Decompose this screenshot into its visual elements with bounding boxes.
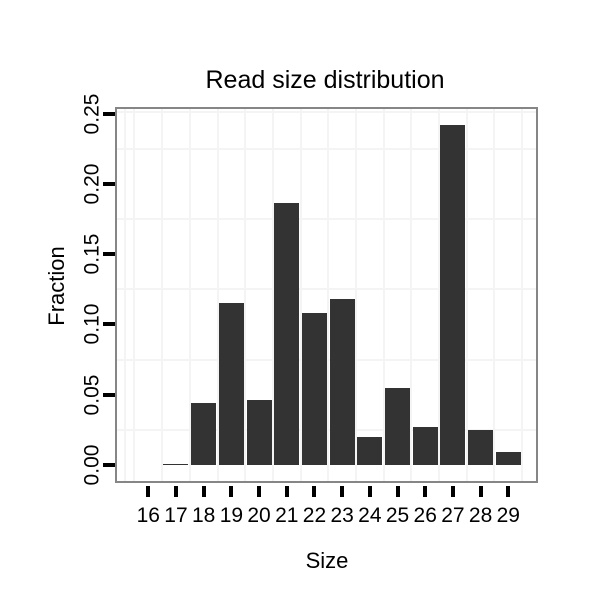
gridline-horizontal [117, 147, 536, 150]
x-tick-label-19: 19 [219, 504, 244, 527]
x-tick-label-20: 20 [247, 504, 271, 527]
bar-18 [191, 403, 217, 465]
y-tick-0.20 [103, 181, 115, 186]
y-tick-label-0.05: 0.05 [80, 374, 104, 416]
gridline-vertical [299, 109, 302, 481]
x-tick-17 [173, 486, 178, 497]
bar-20 [246, 400, 272, 465]
x-tick-label-24: 24 [358, 504, 382, 527]
y-tick-label-0.15: 0.15 [80, 233, 104, 275]
bar-25 [385, 387, 411, 465]
x-tick-label-23: 23 [330, 504, 354, 527]
bar-28 [468, 429, 494, 465]
x-tick-18 [201, 486, 206, 497]
bar-29 [495, 452, 521, 465]
chart-title: Read size distribution [205, 66, 445, 94]
x-tick-label-28: 28 [468, 504, 493, 527]
gridline-vertical [271, 109, 274, 481]
y-tick-label-0.00: 0.00 [80, 444, 104, 486]
gridline-vertical [493, 109, 496, 481]
x-tick-label-16: 16 [136, 504, 160, 527]
gridline-horizontal [117, 288, 536, 291]
y-tick-0.15 [103, 252, 115, 257]
gridline-horizontal [117, 217, 536, 220]
gridline-vertical [216, 109, 219, 481]
x-tick-28 [478, 486, 483, 497]
y-tick-0.05 [103, 392, 115, 397]
x-tick-29 [506, 486, 511, 497]
y-tick-label-0.25: 0.25 [80, 93, 104, 134]
y-tick-label-0.20: 0.20 [80, 163, 104, 205]
bar-23 [329, 299, 355, 465]
x-tick-24 [367, 486, 372, 497]
x-tick-19 [229, 486, 234, 497]
x-tick-16 [146, 486, 151, 497]
bar-21 [274, 203, 300, 465]
y-tick-0.10 [103, 322, 115, 327]
x-tick-22 [312, 486, 317, 497]
x-tick-25 [395, 486, 400, 497]
x-tick-label-22: 22 [302, 504, 327, 527]
bar-24 [357, 436, 383, 465]
gridline-vertical [410, 109, 413, 481]
x-tick-label-21: 21 [275, 504, 299, 527]
y-tick-label-0.10: 0.10 [80, 303, 104, 345]
bar-19 [218, 303, 244, 465]
x-tick-26 [423, 486, 428, 497]
gridline-vertical [465, 109, 468, 481]
bar-26 [412, 427, 438, 465]
y-tick-0.25 [103, 111, 115, 116]
x-tick-label-18: 18 [191, 504, 216, 527]
gridline-vertical [244, 109, 247, 481]
x-tick-label-29: 29 [496, 504, 520, 527]
bar-27 [440, 124, 466, 465]
bar-17 [163, 463, 189, 465]
gridline-vertical [327, 109, 330, 481]
y-tick-0.00 [103, 463, 115, 467]
x-tick-20 [257, 486, 262, 497]
x-tick-27 [450, 486, 455, 497]
gridline-vertical [188, 109, 191, 481]
gridline-vertical [438, 109, 441, 481]
x-tick-label-26: 26 [413, 504, 437, 527]
x-tick-label-17: 17 [164, 504, 188, 527]
x-tick-label-25: 25 [385, 504, 410, 527]
bar-22 [301, 313, 327, 465]
gridline-vertical [161, 109, 164, 481]
gridline-vertical [354, 109, 357, 481]
x-tick-23 [340, 486, 345, 497]
gridline-vertical [123, 109, 126, 481]
plot-panel [115, 107, 538, 483]
gridline-vertical [521, 109, 524, 481]
gridline-vertical [382, 109, 385, 481]
x-tick-21 [284, 486, 289, 497]
x-axis-label: Size [305, 548, 349, 573]
gridline-vertical [133, 109, 136, 481]
y-axis-label: Fraction [44, 246, 69, 326]
gridline-horizontal [117, 111, 536, 113]
x-tick-label-27: 27 [441, 504, 465, 527]
